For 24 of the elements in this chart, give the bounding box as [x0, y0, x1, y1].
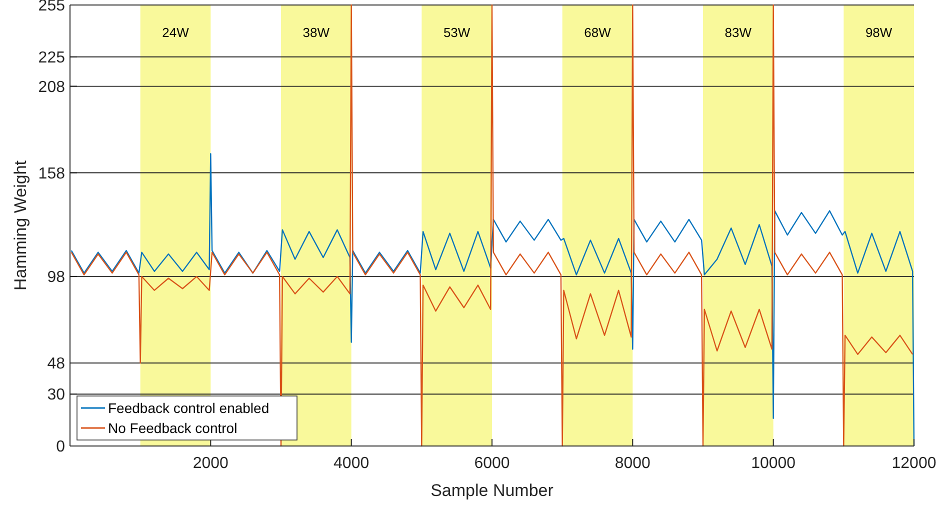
band-label: 68W	[584, 25, 612, 40]
x-tick-label: 2000	[192, 455, 229, 472]
y-tick-label: 225	[38, 49, 66, 66]
legend-label: No Feedback control	[108, 420, 238, 436]
line-series	[70, 4, 914, 447]
x-axis-title: Sample Number	[430, 481, 554, 500]
x-tick-label: 12000	[892, 455, 936, 472]
x-tick-label: 10000	[751, 455, 796, 472]
y-tick-label: 208	[38, 78, 66, 96]
x-tick-label: 4000	[334, 455, 370, 472]
y-axis-title: Hamming Weight	[11, 160, 30, 291]
y-tick-label: 30	[47, 386, 66, 404]
y-tick-label: 98	[47, 269, 66, 286]
band-label: 38W	[302, 25, 330, 40]
band-label: 98W	[865, 25, 893, 40]
x-tick-label: 8000	[614, 455, 651, 472]
band-label: 53W	[443, 25, 471, 40]
y-tick-label: 48	[47, 356, 66, 373]
x-tick-label: 6000	[474, 455, 510, 472]
y-tick-label: 158	[38, 165, 66, 182]
y-tick-label: 0	[56, 438, 66, 456]
band-label: 83W	[724, 25, 752, 40]
band-label: 24W	[162, 25, 190, 40]
legend-label: Feedback control enabled	[108, 400, 270, 416]
